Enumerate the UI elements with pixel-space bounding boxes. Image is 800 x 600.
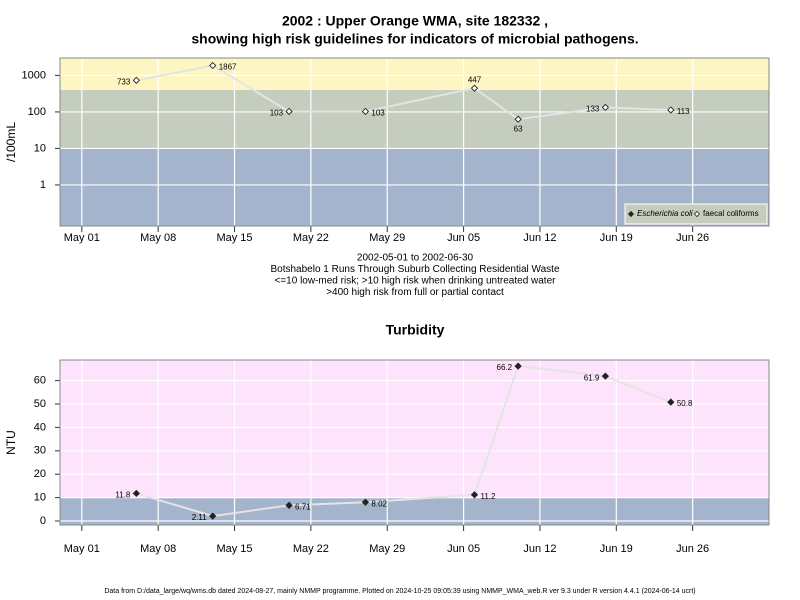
series-line (136, 364, 672, 518)
data-label: 2.11 (192, 513, 208, 522)
data-label: 6.71 (295, 502, 311, 511)
chart-note: <=10 low-med risk; >10 high risk when dr… (275, 276, 557, 287)
data-label: 11.8 (115, 491, 131, 500)
legend-marker (693, 210, 701, 218)
x-tick-label: Jun 26 (676, 232, 709, 244)
data-label: 66.2 (497, 363, 513, 372)
plot-frame (59, 359, 770, 526)
y-tick-label: 0 (40, 515, 46, 527)
data-point (132, 76, 140, 84)
y-tick-label: 60 (34, 375, 46, 387)
legend-label: Escherichia coli (637, 209, 693, 218)
y-tick-label: 10 (34, 142, 46, 154)
y-axis-label: /100mL (4, 122, 18, 162)
x-tick-label: May 15 (216, 543, 252, 555)
x-tick-label: May 01 (64, 232, 100, 244)
legend-marker (627, 210, 635, 218)
x-tick-label: Jun 19 (600, 543, 633, 555)
chart-note: >400 high risk from full or partial cont… (326, 287, 504, 298)
data-label: 103 (270, 109, 284, 118)
y-tick-label: 50 (34, 398, 46, 410)
x-tick-label: Jun 26 (676, 543, 709, 555)
chart-title: showing high risk guidelines for indicat… (191, 31, 638, 47)
data-label: 733 (117, 77, 131, 86)
data-label: 50.8 (677, 399, 693, 408)
data-label: 63 (514, 124, 523, 133)
data-point (470, 84, 479, 92)
data-label: 113 (677, 107, 690, 116)
x-tick-label: Jun 12 (523, 543, 556, 555)
data-label: 11.2 (480, 492, 496, 501)
x-tick-label: May 22 (293, 232, 329, 244)
y-tick-label: 20 (34, 468, 46, 480)
data-label: 447 (468, 75, 482, 84)
y-tick-label: 40 (34, 421, 46, 433)
x-tick-label: May 29 (369, 543, 405, 555)
x-tick-label: May 08 (140, 543, 176, 555)
legend-label: faecal coliforms (703, 209, 759, 218)
x-tick-label: May 22 (293, 543, 329, 555)
data-point (514, 362, 522, 370)
x-tick-label: Jun 05 (447, 232, 480, 244)
x-tick-label: May 29 (369, 232, 405, 244)
chart-note: 2002-05-01 to 2002-06-30 (357, 253, 474, 264)
chart-title: 2002 : Upper Orange WMA, site 182332 , (282, 13, 548, 29)
data-label: 8.02 (371, 499, 387, 508)
data-point (667, 398, 675, 406)
data-label: 61.9 (584, 373, 600, 382)
chart-note: Botshabelo 1 Runs Through Suburb Collect… (270, 264, 559, 275)
data-point (285, 501, 293, 509)
y-tick-label: 30 (34, 445, 46, 457)
x-tick-label: May 08 (140, 232, 176, 244)
data-point (361, 498, 370, 506)
x-tick-label: Jun 19 (600, 232, 633, 244)
data-point (361, 107, 370, 116)
risk-band (60, 58, 769, 90)
data-point (601, 103, 610, 112)
x-tick-label: Jun 12 (523, 232, 556, 244)
x-tick-label: May 15 (216, 232, 252, 244)
series-line (136, 64, 671, 121)
data-point (209, 61, 217, 70)
risk-band (60, 89, 769, 149)
data-point (514, 115, 522, 123)
data-point (601, 372, 610, 380)
data-point (209, 512, 217, 520)
data-label: 103 (371, 109, 385, 118)
chart-title: Turbidity (386, 322, 445, 338)
x-tick-label: May 01 (64, 543, 100, 555)
data-label: 133 (586, 105, 600, 114)
data-point (285, 107, 293, 116)
y-tick-label: 1 (40, 179, 46, 191)
footer: Data from D:/data_large/wq/wms.db dated … (104, 588, 695, 595)
data-point (470, 491, 479, 499)
plot-frame (59, 57, 770, 227)
y-tick-label: 10 (34, 492, 46, 504)
data-label: 1867 (219, 63, 237, 72)
y-tick-label: 100 (28, 106, 46, 118)
x-tick-label: Jun 05 (447, 543, 480, 555)
y-tick-label: 1000 (22, 69, 46, 81)
data-point (667, 106, 675, 114)
y-axis-label: NTU (4, 430, 18, 455)
data-point (132, 489, 140, 498)
